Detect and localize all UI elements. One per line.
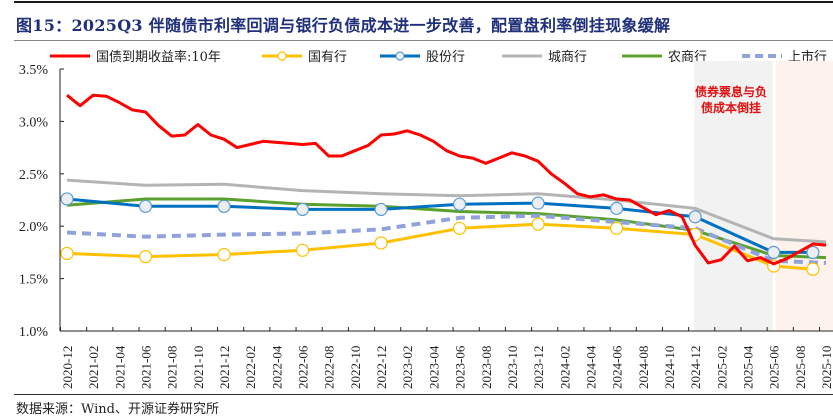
x-tick-label: 2022-08 — [322, 346, 337, 389]
series-marker-1 — [60, 246, 74, 261]
y-tick-label: 1.0% — [19, 325, 49, 340]
x-tick-label: 2024-08 — [636, 346, 651, 389]
x-tick-label: 2025-08 — [793, 346, 808, 389]
series-marker-2 — [374, 202, 388, 217]
x-tick-label: 2023-04 — [426, 345, 441, 389]
x-tick-label: 2024-06 — [610, 345, 625, 389]
x-tick-label: 2023-12 — [531, 346, 546, 389]
x-tick-label: 2021-10 — [191, 346, 206, 389]
x-tick-label: 2021-06 — [139, 345, 154, 389]
x-tick-label: 2022-10 — [348, 346, 363, 389]
series-marker-2 — [806, 245, 820, 259]
legend-swatch-cgb10y — [50, 54, 90, 57]
series-marker-2 — [610, 201, 624, 215]
series-marker-1 — [295, 243, 310, 257]
series-marker-2 — [531, 196, 545, 210]
series-marker-2 — [688, 210, 702, 224]
legend-swatch-joint-stock — [380, 50, 420, 61]
x-tick-label: 2025-02 — [714, 346, 729, 389]
legend-swatch-rural-banks — [622, 54, 662, 57]
x-tick-label: 2021-08 — [165, 346, 180, 389]
legend-item-cgb10y: 国债到期收益率:10年 — [50, 46, 221, 65]
shaded-region — [694, 61, 773, 331]
x-tick-label: 2024-02 — [557, 346, 572, 389]
series-line-4 — [66, 197, 827, 260]
annotation-line-1: 债券票息与负 — [694, 85, 767, 99]
x-tick-label: 2023-08 — [479, 346, 494, 389]
chart-title: 图15：2025Q3 伴随债市利率回调与银行负债成本进一步改善，配置盘利率倒挂现… — [16, 16, 671, 35]
x-tick-label: 2025-04 — [740, 345, 755, 389]
legend-swatch-city-banks — [502, 54, 542, 57]
legend-label: 国债到期收益率:10年 — [96, 50, 221, 65]
series-marker-1 — [531, 217, 545, 231]
legend-label: 国有行 — [308, 50, 348, 65]
y-tick-label: 3.5% — [19, 63, 49, 78]
series-line-0 — [66, 93, 827, 266]
x-tick-label: 2021-02 — [86, 346, 101, 389]
series-marker-1 — [806, 262, 820, 276]
series-marker-1 — [138, 249, 153, 264]
x-tick-label: 2020-12 — [60, 346, 75, 389]
x-tick-label: 2021-04 — [112, 345, 127, 389]
x-tick-label: 2022-06 — [296, 345, 311, 389]
y-tick-label: 1.5% — [19, 273, 49, 288]
series-marker-1 — [452, 221, 467, 235]
x-tick-label: 2024-04 — [583, 345, 598, 389]
x-tick-label: 2023-10 — [505, 346, 520, 389]
x-tick-label: 2023-06 — [453, 345, 468, 389]
bottom-rule — [14, 394, 833, 395]
x-tick-label: 2021-12 — [217, 346, 232, 389]
y-tick-label: 2.0% — [19, 220, 49, 235]
title-rule — [14, 40, 833, 41]
legend-label: 股份行 — [426, 50, 466, 65]
legend-swatch-state-banks — [262, 50, 302, 61]
shaded-region-annotation: 债券票息与负 债成本倒挂 — [689, 84, 773, 116]
x-tick-label: 2022-02 — [243, 346, 258, 389]
shaded-region — [775, 61, 833, 331]
legend-label: 城商行 — [548, 50, 588, 65]
y-tick-label: 3.0% — [19, 115, 49, 130]
data-source: 数据来源：Wind、开源证券研究所 — [16, 402, 219, 417]
series-marker-2 — [452, 197, 467, 211]
series-line-5 — [66, 213, 827, 265]
series-marker-1 — [217, 247, 231, 262]
y-tick-label: 2.5% — [19, 168, 49, 183]
top-rule — [14, 1, 833, 3]
series-marker-2 — [217, 199, 231, 213]
series-marker-2 — [138, 199, 153, 213]
series-marker-2 — [295, 202, 310, 217]
legend-swatch-listed-banks — [742, 53, 782, 58]
x-tick-label: 2023-02 — [400, 346, 415, 389]
x-tick-label: 2022-04 — [269, 345, 284, 389]
series-marker-1 — [374, 236, 388, 250]
series-line-3 — [66, 178, 827, 244]
annotation-line-2: 债成本倒挂 — [700, 101, 761, 115]
legend-item-city-banks: 城商行 — [502, 46, 587, 65]
chart-plot: 1.0% 1.5% 2.0% 2.5% 3.0% 3.5% 2020-12 2021-02 20… — [19, 61, 833, 389]
series-marker-1 — [610, 221, 624, 235]
legend-item-joint-stock: 股份行 — [380, 46, 465, 65]
x-tick-label: 2024-10 — [662, 346, 677, 389]
x-tick-label: 2025-10 — [819, 346, 833, 389]
legend-item-state-banks: 国有行 — [262, 46, 347, 65]
x-tick-label: 2022-12 — [374, 346, 389, 389]
legend: 国债到期收益率:10年 国有行 股份行 城商行 农商行 上市行 — [0, 44, 833, 66]
x-tick-label: 2025-06 — [767, 345, 782, 389]
x-tick-label: 2024-12 — [688, 346, 703, 389]
series-marker-2 — [767, 245, 781, 259]
series-marker-2 — [60, 192, 74, 206]
